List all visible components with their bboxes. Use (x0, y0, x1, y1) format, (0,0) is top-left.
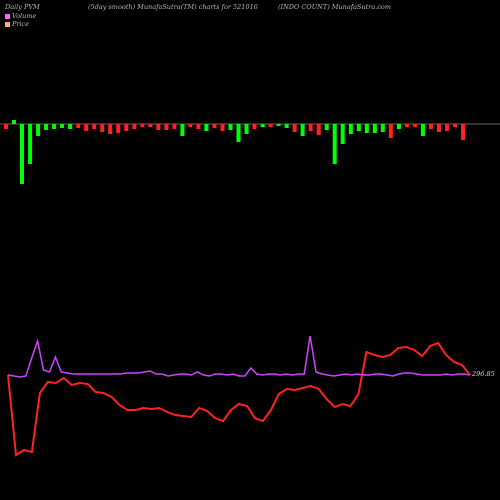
volume-bar (188, 124, 193, 127)
chart-source: (INDO COUNT) MunafaSutra.com (278, 3, 392, 11)
chart-label-left: Daily PVM (5, 3, 40, 11)
chart-title: (5day smooth) MunafaSutra(TM) charts for… (88, 3, 258, 11)
volume-bar (100, 124, 105, 132)
volume-bar (20, 124, 24, 184)
volume-bar (332, 124, 337, 164)
volume-bar (212, 124, 217, 128)
volume-bar (132, 124, 137, 129)
volume-bar (172, 124, 177, 129)
volume-bar (428, 124, 433, 129)
volume-bar (404, 124, 409, 127)
volume-bar (220, 124, 225, 131)
legend-price-label: Price (12, 20, 30, 28)
volume-bar (28, 124, 33, 164)
legend-volume-swatch (5, 13, 10, 19)
volume-bar (252, 124, 257, 129)
legend-price-swatch (5, 21, 10, 27)
volume-bar (276, 124, 281, 126)
last-price-label: 296.85 (472, 370, 495, 378)
volume-bar (84, 124, 89, 131)
volume-bar (268, 124, 273, 127)
volume-bar (348, 124, 353, 134)
volume-bar (372, 124, 377, 133)
volume-bar (284, 124, 289, 128)
pvm-line (7, 335, 471, 378)
volume-bar (396, 124, 401, 129)
volume-bar (60, 124, 65, 128)
legend-volume-label: Volume (12, 12, 37, 20)
volume-bar (4, 124, 8, 129)
volume-bar (116, 124, 121, 133)
price-line (7, 341, 471, 457)
volume-bar (260, 124, 265, 127)
volume-bar (164, 124, 169, 130)
volume-bar (453, 124, 457, 127)
volume-bar (461, 124, 465, 140)
volume-bar (236, 124, 241, 142)
volume-bar (340, 124, 345, 144)
volume-bar (364, 124, 369, 133)
volume-bar (124, 124, 129, 131)
legend-volume: Volume (5, 12, 36, 20)
legend-price: Price (5, 20, 29, 28)
volume-bar (180, 124, 185, 136)
volume-bar (196, 124, 201, 129)
volume-bar (324, 124, 329, 130)
volume-bar (204, 124, 209, 131)
volume-bars (4, 120, 465, 184)
volume-bar (44, 124, 49, 130)
volume-bar (380, 124, 385, 132)
volume-bar (244, 124, 249, 134)
volume-bar (148, 124, 153, 127)
volume-bar (388, 124, 393, 138)
volume-bar (436, 124, 441, 132)
volume-bar (52, 124, 57, 129)
volume-bar (412, 124, 417, 127)
volume-bar (140, 124, 145, 127)
volume-bar (76, 124, 81, 128)
volume-bar (300, 124, 305, 136)
volume-bar (68, 124, 73, 129)
volume-bar (12, 120, 16, 124)
volume-bar (420, 124, 425, 136)
volume-bar (292, 124, 297, 132)
volume-bar (108, 124, 113, 134)
volume-bar (308, 124, 313, 131)
volume-bar (156, 124, 161, 130)
volume-bar (316, 124, 321, 135)
volume-bar (445, 124, 449, 131)
volume-bar (228, 124, 233, 130)
volume-bar (92, 124, 97, 129)
volume-bar (36, 124, 41, 136)
volume-bar (356, 124, 361, 131)
